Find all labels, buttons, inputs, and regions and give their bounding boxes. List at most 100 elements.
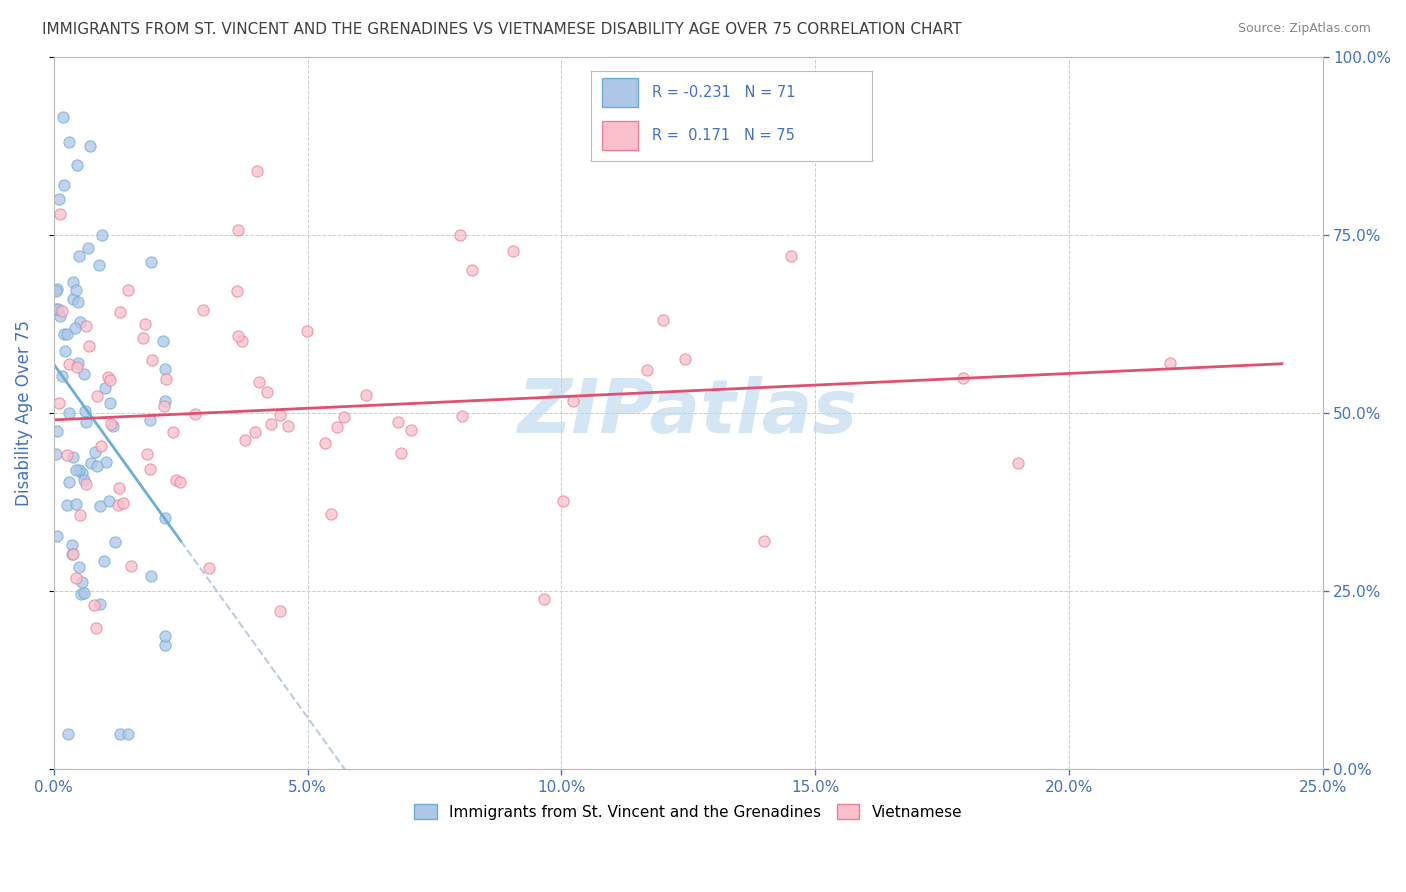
Point <box>67 294 90 309</box>
Point <box>48 192 70 206</box>
Point <box>155 362 177 376</box>
Point <box>86 389 108 403</box>
Point <box>98 373 121 387</box>
Point <box>162 425 184 439</box>
Point <box>62 292 84 306</box>
Point <box>65 497 87 511</box>
Text: R =  0.171   N = 75: R = 0.171 N = 75 <box>652 128 796 143</box>
Point <box>75 404 97 418</box>
Point <box>60 548 83 562</box>
Text: IMMIGRANTS FROM ST. VINCENT AND THE GRENADINES VS VIETNAMESE DISABILITY AGE OVER: IMMIGRANTS FROM ST. VINCENT AND THE GREN… <box>42 22 962 37</box>
Point <box>319 507 342 521</box>
Point <box>233 434 256 448</box>
Point <box>226 223 249 237</box>
Point <box>120 558 142 573</box>
Y-axis label: Disability Age Over 75: Disability Age Over 75 <box>15 320 32 506</box>
Point <box>67 356 90 370</box>
Point <box>62 275 84 289</box>
Point <box>389 446 412 460</box>
Point <box>139 462 162 476</box>
Point <box>1007 456 1029 470</box>
Point <box>73 367 96 381</box>
Point <box>56 727 79 741</box>
Legend: Immigrants from St. Vincent and the Grenadines, Vietnamese: Immigrants from St. Vincent and the Gren… <box>408 797 969 826</box>
Point <box>52 110 75 124</box>
Point <box>141 353 163 368</box>
Point <box>673 351 696 366</box>
Point <box>93 554 115 568</box>
Point <box>45 447 67 461</box>
Point <box>449 227 471 242</box>
Point <box>155 629 177 643</box>
Point <box>256 385 278 400</box>
Point <box>45 301 67 316</box>
Point <box>356 387 378 401</box>
Point <box>97 369 120 384</box>
Point <box>260 417 283 431</box>
Point <box>58 357 80 371</box>
Point <box>55 498 77 512</box>
Point <box>89 500 111 514</box>
Point <box>155 372 177 386</box>
Point <box>141 569 163 583</box>
Point <box>52 326 75 341</box>
Point <box>69 315 91 329</box>
Point <box>49 207 72 221</box>
Point <box>51 369 73 384</box>
Point <box>502 244 524 258</box>
Point <box>461 263 484 277</box>
Bar <box>602 121 638 150</box>
Point <box>100 417 122 432</box>
Point <box>245 425 267 439</box>
Point <box>155 638 177 652</box>
Point <box>46 302 69 317</box>
Point <box>91 227 114 242</box>
Point <box>451 409 474 423</box>
Point <box>533 592 555 607</box>
Point <box>269 604 291 618</box>
Point <box>65 463 87 477</box>
Point <box>333 410 356 425</box>
Point <box>62 547 84 561</box>
Point <box>277 419 299 434</box>
Point <box>269 408 291 422</box>
Point <box>84 621 107 635</box>
Point <box>97 494 120 508</box>
Point <box>65 284 87 298</box>
Point <box>184 407 207 421</box>
Point <box>75 319 97 334</box>
Point <box>66 360 89 375</box>
Point <box>152 334 174 349</box>
Point <box>779 249 801 263</box>
Point <box>139 413 162 427</box>
Point <box>73 586 96 600</box>
Point <box>45 529 67 543</box>
Point <box>89 597 111 611</box>
Point <box>70 586 93 600</box>
Point <box>295 324 318 338</box>
Point <box>104 535 127 549</box>
Point <box>87 258 110 272</box>
Point <box>131 331 153 345</box>
Point <box>58 475 80 489</box>
Point <box>77 242 100 256</box>
Point <box>107 498 129 512</box>
Point <box>108 727 131 741</box>
Point <box>45 282 67 296</box>
Point <box>45 284 67 298</box>
Point <box>553 494 575 508</box>
Point <box>169 475 191 489</box>
Point <box>90 439 112 453</box>
Point <box>58 135 80 149</box>
Point <box>111 496 134 510</box>
Point <box>53 178 76 192</box>
Point <box>79 139 101 153</box>
Point <box>636 363 658 377</box>
Point <box>94 381 117 395</box>
Point <box>83 444 105 458</box>
Point <box>48 396 70 410</box>
Point <box>98 396 121 410</box>
Point <box>46 424 69 438</box>
Point <box>75 476 97 491</box>
Point <box>152 399 174 413</box>
